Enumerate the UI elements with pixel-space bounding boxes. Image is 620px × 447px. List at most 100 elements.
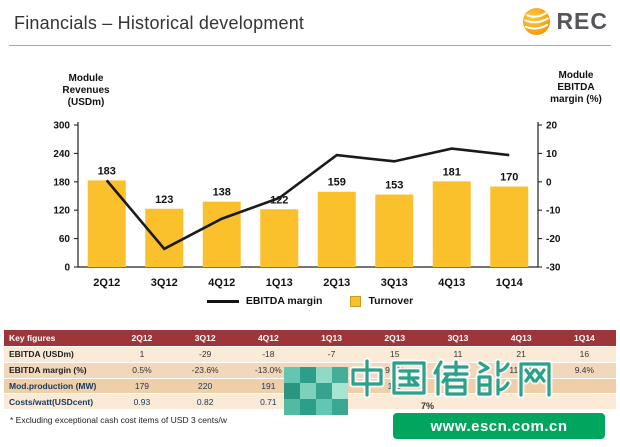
left-axis-title: Module Revenues (USDm) — [42, 73, 130, 109]
revenue-ebitda-combo-chart: 300 240 180 120 60 0 20 10 0 -10 -20 -30 183 123 138 12… — [53, 121, 561, 290]
bar-swatch-icon — [350, 295, 362, 307]
table-header-cell: 1Q13 — [299, 330, 364, 347]
axis-title-line: Module — [68, 73, 104, 84]
mosaic-cell — [332, 383, 348, 399]
table-header-cell: 3Q13 — [426, 330, 490, 347]
table-header-cell: 4Q12 — [236, 330, 300, 347]
x-axis-label: 4Q13 — [438, 277, 465, 289]
bar-value-label: 183 — [98, 165, 116, 177]
row-label: EBITDA margin (%) — [4, 362, 111, 379]
mosaic-cell — [332, 399, 348, 415]
table-cell — [552, 393, 616, 411]
table-cell: -29 — [173, 346, 237, 363]
x-axis-label: 2Q13 — [323, 277, 350, 289]
right-axis-tick-label: -20 — [546, 234, 561, 245]
rec-logo: REC — [522, 7, 608, 36]
mosaic-cell — [284, 367, 300, 383]
left-axis-tick-label: 240 — [53, 149, 70, 160]
right-axis-tick-label: 10 — [546, 149, 558, 160]
turnover-bar-1Q13 — [260, 209, 299, 267]
left-axis-tick-label: 0 — [64, 263, 70, 274]
table-cell: 9.4% — [552, 362, 616, 379]
mosaic-cell — [284, 383, 300, 399]
right-axis-title: Module EBITDA margin (%) — [534, 70, 618, 106]
axis-title-line: Module — [558, 70, 594, 81]
x-axis-label: 1Q14 — [496, 277, 524, 289]
turnover-bar-2Q13 — [317, 191, 356, 267]
ebitda-margin-line — [105, 147, 510, 251]
row-label: EBITDA (USDm) — [4, 346, 111, 363]
mosaic-cell — [300, 399, 316, 415]
watermark-url: www.escn.com.cn — [393, 413, 605, 439]
table-header-cell: 2Q12 — [110, 330, 174, 347]
line-swatch-icon — [206, 299, 239, 303]
table-cell: 0.5% — [110, 362, 174, 379]
table-cell — [363, 393, 427, 411]
table-header-cell: 1Q14 — [552, 330, 616, 347]
bar-value-label: 122 — [270, 194, 288, 206]
bar-value-label: 138 — [213, 187, 231, 199]
table-cell — [426, 393, 490, 411]
rec-sun-icon — [523, 7, 551, 36]
table-cell: -7 — [299, 346, 364, 363]
page-title: Financials – Historical development — [14, 13, 305, 33]
table-cell: -23.6% — [173, 362, 237, 379]
watermark-cjk-text — [347, 358, 557, 398]
bar-value-label: 159 — [328, 177, 346, 189]
table-cell: 16 — [552, 346, 616, 363]
turnover-bar-4Q12 — [202, 201, 241, 267]
turnover-bar-3Q12 — [145, 208, 184, 267]
mosaic-cell — [300, 383, 316, 399]
mosaic-cell — [284, 399, 300, 415]
table-header-cell: Key figures — [4, 330, 111, 347]
rec-logo-text: REC — [556, 8, 608, 34]
stray-table-fragment: 7% — [421, 401, 435, 411]
table-cell: 0.93 — [110, 393, 174, 411]
turnover-bar-3Q13 — [375, 194, 414, 267]
table-header-row: Key figures 2Q12 3Q12 4Q12 1Q13 2Q13 3Q13 4Q13 1… — [4, 330, 616, 347]
left-axis-tick-label: 180 — [53, 177, 70, 188]
table-cell — [489, 393, 553, 411]
mosaic-cell — [316, 399, 332, 415]
right-axis-tick-label: -10 — [546, 206, 561, 217]
table-cell: 220 — [173, 378, 237, 395]
left-axis-tick-label: 300 — [53, 121, 70, 132]
bar-value-label: 170 — [500, 172, 518, 184]
x-axis-label: 3Q13 — [381, 277, 408, 289]
turnover-bar-2Q12 — [87, 180, 126, 267]
row-label: Costs/watt(USDcent) — [4, 393, 111, 411]
x-axis-label: 3Q12 — [151, 277, 178, 289]
turnover-bar-4Q13 — [432, 181, 471, 267]
table-cell: 1 — [110, 346, 174, 363]
bar-value-label: 181 — [443, 166, 461, 178]
watermark-mosaic — [284, 367, 348, 415]
mosaic-cell — [316, 383, 332, 399]
table-cell — [552, 378, 616, 395]
x-axis-label: 2Q12 — [93, 277, 120, 289]
title-divider — [9, 45, 611, 46]
legend-label: Turnover — [368, 295, 414, 307]
x-axis-label: 4Q12 — [208, 277, 235, 289]
bar-value-label: 153 — [385, 180, 403, 192]
axis-title-line: margin (%) — [550, 94, 602, 105]
legend-item-turnover: Turnover — [350, 295, 413, 307]
right-axis-tick-label: 0 — [546, 177, 552, 188]
left-axis-tick-label: 120 — [53, 206, 70, 217]
x-axis-label: 1Q13 — [266, 277, 293, 289]
mosaic-cell — [332, 367, 348, 383]
left-axis-tick-label: 60 — [59, 234, 71, 245]
chart-legend: EBITDA margin Turnover — [0, 295, 620, 307]
legend-label: EBITDA margin — [245, 295, 323, 307]
row-label: Mod.production (MW) — [4, 378, 111, 395]
right-axis-tick-label: -30 — [546, 263, 561, 274]
table-cell: -18 — [236, 346, 300, 363]
table-cell: 0.82 — [173, 393, 237, 411]
axis-title-line: Revenues — [62, 85, 110, 96]
footnote: * Excluding exceptional cash cost items … — [10, 415, 227, 425]
axis-title-line: EBITDA — [557, 82, 595, 93]
right-axis-tick-label: 20 — [546, 121, 558, 132]
legend-item-ebitda-margin: EBITDA margin — [206, 295, 323, 307]
bar-value-label: 123 — [155, 194, 173, 206]
table-header-cell: 4Q13 — [489, 330, 553, 347]
